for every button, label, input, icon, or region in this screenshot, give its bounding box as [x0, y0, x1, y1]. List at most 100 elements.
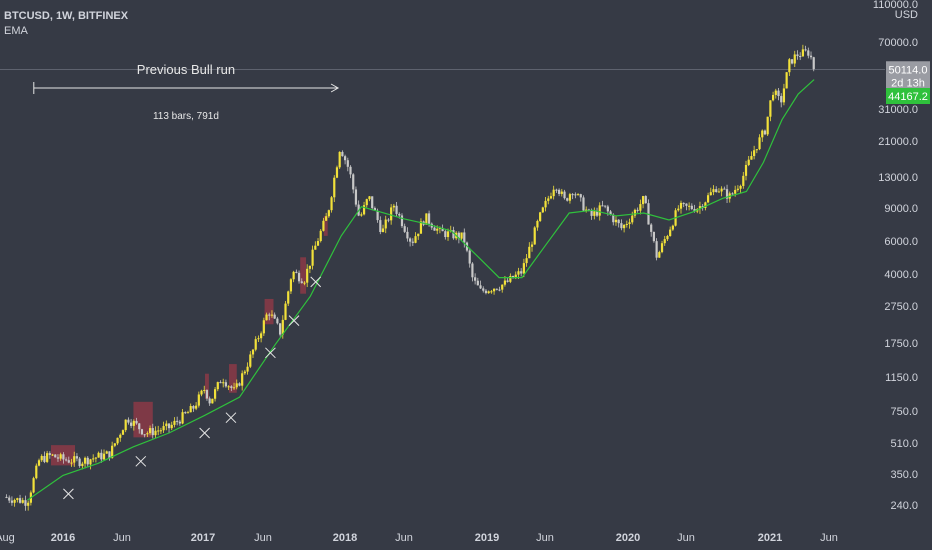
highlight-zone [300, 257, 307, 294]
candle-body [706, 195, 710, 203]
candle-body [249, 354, 252, 367]
candle-body [652, 231, 656, 242]
candle-body [146, 433, 149, 435]
candle-body [579, 194, 582, 198]
candle-body [354, 189, 358, 205]
candle-body [132, 420, 135, 426]
candle-body [544, 200, 547, 208]
candle-body [246, 366, 249, 372]
candle-body [16, 498, 19, 500]
candle-body [270, 314, 274, 316]
candle-body [281, 319, 284, 335]
candle-body [327, 210, 330, 217]
candle-body [539, 212, 542, 221]
candle-body [742, 175, 745, 186]
price-axis[interactable]: 110000.0 70000.0 31000.0 21000.0 13000.0 9000… [873, 0, 930, 512]
candle-body [753, 150, 756, 157]
candle-body [235, 383, 238, 388]
highlight-zone [264, 298, 274, 325]
candle-body [138, 423, 141, 430]
candle-body [809, 55, 813, 58]
candle-body [606, 206, 609, 212]
x-tick-label: Jun [820, 532, 838, 544]
candle-body [474, 277, 477, 281]
candle-body [135, 420, 138, 424]
candle-body [644, 196, 647, 204]
last-price-badge [886, 61, 930, 90]
candle-body [590, 210, 593, 216]
cross-marker [225, 412, 237, 424]
candle-body [801, 49, 804, 57]
candle-body [731, 193, 734, 195]
candle-body [330, 197, 333, 211]
y-tick-label: 13000.0 [878, 172, 918, 184]
candle-body [121, 430, 125, 435]
candle-body [37, 460, 41, 466]
cross-marker [135, 455, 147, 467]
ema-value-label: 44167.2 [888, 91, 928, 103]
range-label: Previous Bull run [137, 62, 235, 77]
candle-body [32, 478, 35, 493]
candle-body [777, 90, 780, 97]
candle-body [230, 386, 233, 388]
time-axis[interactable]: Aug 2016 Jun 2017 Jun 2018 Jun 2019 Jun 2020 Jun 20… [0, 532, 838, 544]
candle-body [8, 497, 11, 501]
candle-body [663, 239, 666, 244]
candle-body [650, 224, 653, 232]
candle-body [100, 452, 103, 460]
candle-body [438, 227, 442, 229]
y-tick-label: 750.0 [890, 406, 918, 418]
candle-body [216, 382, 219, 390]
indicator-label[interactable]: EMA [4, 25, 28, 37]
candle-body [192, 406, 195, 409]
candle-body [411, 241, 414, 243]
candle-body [181, 412, 184, 424]
candle-body [208, 398, 211, 404]
candle-body [566, 198, 569, 201]
candle-body [211, 398, 214, 404]
candle-body [97, 452, 100, 458]
candle-body [113, 443, 116, 446]
candle-body [56, 457, 60, 459]
candle-body [111, 445, 114, 459]
candle-body [108, 451, 111, 459]
candle-body [314, 245, 317, 250]
candle-body [62, 454, 65, 460]
candle-body [260, 333, 263, 339]
candle-body [40, 455, 43, 461]
candle-body [78, 458, 81, 467]
candle-body [620, 223, 623, 229]
candle-body [425, 213, 428, 225]
candle-body [433, 227, 436, 231]
candle-body [761, 130, 764, 138]
candle-body [297, 272, 301, 282]
candle-body [368, 196, 371, 200]
y-tick-label: 2750.0 [884, 301, 918, 313]
candle-body [790, 59, 794, 64]
candle-body [471, 263, 474, 278]
candle-body [541, 207, 544, 213]
y-tick-label: 31000.0 [878, 104, 918, 116]
candle-body [771, 94, 775, 101]
candle-body [48, 453, 51, 455]
candle-body [660, 243, 664, 253]
candle-body [766, 116, 769, 135]
x-tick-label: 2020 [616, 532, 640, 544]
candle-body [688, 205, 691, 207]
candle-body [222, 382, 225, 384]
candle-body [671, 225, 674, 230]
y-tick-label: 70000.0 [878, 37, 918, 49]
candle-body [490, 291, 493, 293]
candle-body [690, 205, 693, 210]
candle-body [213, 389, 217, 399]
y-tick-label: 510.0 [890, 438, 918, 450]
candle-body [24, 500, 27, 506]
candle-body [576, 194, 580, 196]
candle-body [289, 279, 293, 292]
candle-body [720, 188, 723, 192]
candle-body [173, 420, 176, 425]
candle-body [563, 191, 566, 199]
candle-body [788, 59, 791, 73]
cross-markers [63, 276, 322, 500]
